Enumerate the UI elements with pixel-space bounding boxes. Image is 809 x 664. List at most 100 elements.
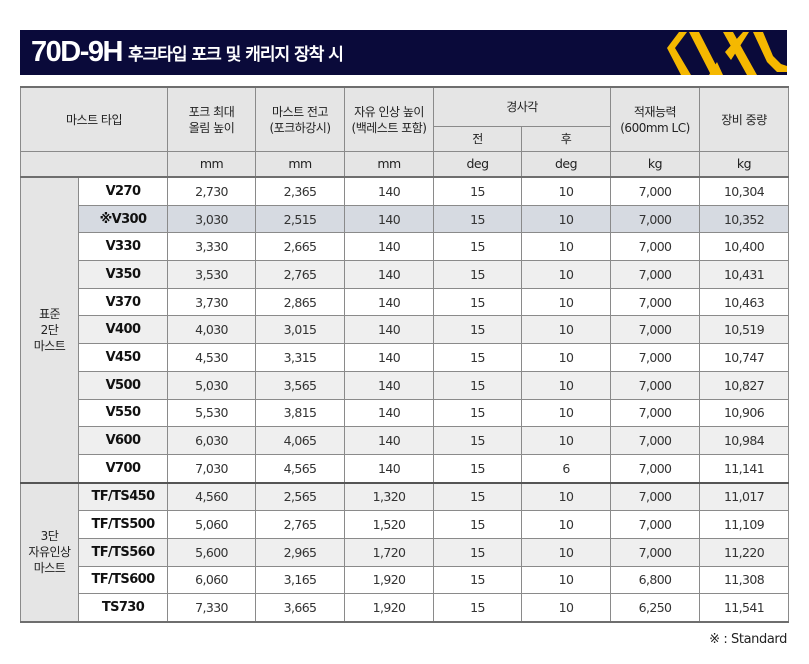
free-lift-cell: 140: [344, 370, 435, 400]
fork-height-cell: 5,530: [167, 398, 257, 428]
weight-cell: 11,220: [699, 537, 790, 567]
group-text: 3단: [40, 529, 59, 544]
unit-cell: mm: [167, 151, 257, 178]
fork-height-cell: 5,060: [167, 510, 257, 539]
weight-cell: 10,906: [699, 398, 790, 428]
tilt-front-cell: 15: [433, 398, 523, 428]
capacity-cell: 7,000: [610, 176, 701, 206]
tilt-rear-cell: 10: [521, 398, 612, 428]
model-cell: V350: [77, 260, 169, 289]
unit-cell: mm: [344, 151, 435, 178]
tilt-rear-cell: 10: [521, 593, 612, 623]
capacity-cell: 7,000: [610, 481, 701, 512]
tilt-rear-cell: 10: [521, 426, 612, 455]
table-row: V350 3,530 2,765 140 15 10 7,000 10,431: [21, 260, 790, 289]
mast-height-cell: 2,865: [255, 287, 346, 317]
capacity-cell: 6,250: [610, 593, 701, 623]
tilt-rear-cell: 10: [521, 260, 612, 289]
header-units-blank: [19, 151, 169, 178]
capacity-cell: 6,800: [610, 565, 701, 595]
model-cell: V370: [77, 287, 169, 317]
fork-height-cell: 3,030: [167, 204, 257, 234]
unit-cell: kg: [699, 151, 790, 178]
table-row: 표준 2단 마스트 V270 2,730 2,365 140 15 10 7,0…: [20, 176, 790, 484]
table-row: V700 7,030 4,565 140 15 6 7,000 11,141: [21, 453, 790, 484]
weight-cell: 10,352: [699, 204, 790, 234]
unit-cell: deg: [521, 151, 612, 178]
tilt-rear-cell: 10: [521, 343, 612, 372]
weight-cell: 10,984: [699, 426, 790, 455]
table-row: V550 5,530 3,815 140 15 10 7,000 10,906: [21, 398, 790, 428]
free-lift-cell: 140: [344, 453, 435, 484]
free-lift-cell: 140: [344, 204, 435, 234]
tilt-front-cell: 15: [433, 537, 523, 567]
group-text: 표준: [38, 306, 61, 321]
header-free-lift: 자유 인상 높이 (백레스트 포함): [344, 86, 435, 152]
header-weight: 장비 중량: [699, 86, 790, 152]
tilt-front-cell: 15: [433, 204, 523, 234]
tilt-rear-cell: 10: [521, 565, 612, 595]
mast-height-cell: 4,065: [255, 426, 346, 455]
group-label-standard-2stage: 표준 2단 마스트: [20, 176, 79, 484]
mast-height-cell: 2,765: [255, 510, 346, 539]
spec-table: 마스트 타입 포크 최대 올림 높이 마스트 전고 (포크하강시) 자유 인상 …: [19, 86, 790, 623]
capacity-cell: 7,000: [610, 453, 701, 484]
fork-height-cell: 3,330: [167, 232, 257, 262]
table-row: V500 5,030 3,565 140 15 10 7,000 10,827: [21, 370, 790, 400]
tilt-front-cell: 15: [433, 426, 523, 455]
mast-height-cell: 2,565: [255, 481, 346, 512]
model-cell: V270: [77, 176, 169, 206]
free-lift-cell: 1,920: [344, 565, 435, 595]
weight-cell: 10,827: [699, 370, 790, 400]
mast-height-cell: 2,365: [255, 176, 346, 206]
table-row: TF/TS560 5,600 2,965 1,720 15 10 7,000 1…: [21, 537, 790, 567]
table-row: 3단 자유인상 마스트 TF/TS450 4,560 2,565 1,320 1…: [20, 481, 790, 623]
table-row: TS730 7,330 3,665 1,920 15 10 6,250 11,5…: [21, 593, 790, 623]
title-description: 후크타입 포크 및 캐리지 장착 시: [128, 45, 344, 65]
header-text: 포크 최대: [188, 104, 235, 119]
header-text: 마스트 전고: [272, 104, 329, 119]
header-tilt: 경사각: [433, 86, 612, 127]
mast-height-cell: 3,315: [255, 343, 346, 372]
tilt-front-cell: 15: [433, 260, 523, 289]
header-mast-height: 마스트 전고 (포크하강시): [255, 86, 346, 152]
mast-height-cell: 4,565: [255, 453, 346, 484]
group-text: 마스트: [33, 561, 66, 576]
capacity-cell: 7,000: [610, 510, 701, 539]
capacity-cell: 7,000: [610, 204, 701, 234]
fork-height-cell: 3,530: [167, 260, 257, 289]
weight-cell: 10,400: [699, 232, 790, 262]
title-model: 70D-9H: [31, 36, 123, 68]
model-cell: V330: [77, 232, 169, 262]
weight-cell: 11,141: [699, 453, 790, 484]
tilt-front-cell: 15: [433, 176, 523, 206]
free-lift-cell: 1,320: [344, 481, 435, 512]
unit-cell: kg: [610, 151, 701, 178]
capacity-cell: 7,000: [610, 537, 701, 567]
capacity-cell: 7,000: [610, 232, 701, 262]
header-text: (백레스트 포함): [351, 120, 427, 135]
table-row: V450 4,530 3,315 140 15 10 7,000 10,747: [21, 343, 790, 372]
mast-height-cell: 2,965: [255, 537, 346, 567]
model-cell: V700: [77, 453, 169, 484]
header-text: (포크하강시): [269, 120, 331, 135]
fork-height-cell: 7,330: [167, 593, 257, 623]
header-tilt-rear: 후: [521, 126, 612, 152]
model-cell: V550: [77, 398, 169, 428]
weight-cell: 10,463: [699, 287, 790, 317]
table-row: V330 3,330 2,665 140 15 10 7,000 10,400: [21, 232, 790, 262]
capacity-cell: 7,000: [610, 260, 701, 289]
tilt-front-cell: 15: [433, 453, 523, 484]
weight-cell: 11,017: [699, 481, 790, 512]
tilt-rear-cell: 10: [521, 315, 612, 345]
free-lift-cell: 140: [344, 232, 435, 262]
header-text: 자유 인상 높이: [354, 104, 424, 119]
tilt-front-cell: 15: [433, 370, 523, 400]
header-capacity: 적재능력 (600mm LC): [610, 86, 701, 152]
free-lift-cell: 140: [344, 260, 435, 289]
group-text: 2단: [40, 322, 59, 337]
header-text: 적재능력: [633, 104, 677, 119]
header-max-fork-height: 포크 최대 올림 높이: [167, 86, 257, 152]
model-cell: V450: [77, 343, 169, 372]
weight-cell: 10,304: [699, 176, 790, 206]
